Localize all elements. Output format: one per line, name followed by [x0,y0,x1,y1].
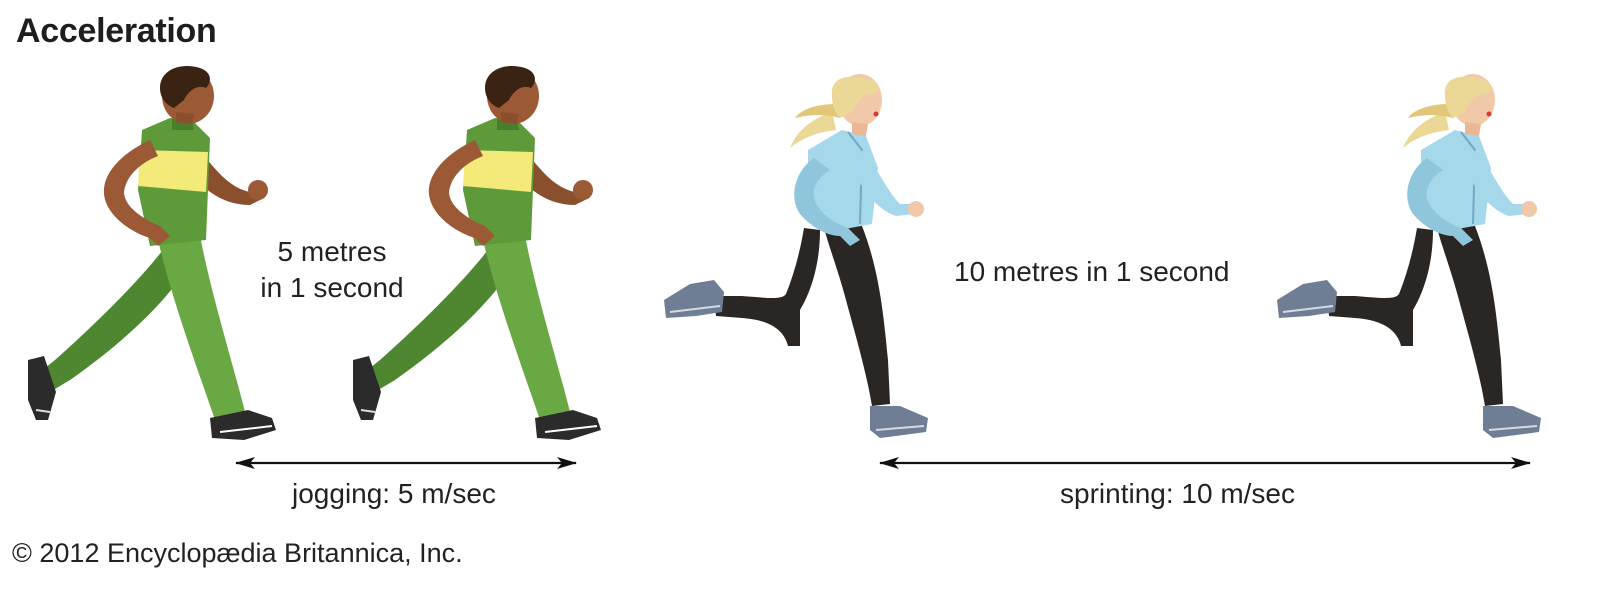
sprinter-figure-end [1276,73,1542,439]
sprinter-figure-start [663,73,929,439]
jogging-distance-label: 5 metres in 1 second [232,236,432,304]
copyright-notice: © 2012 Encyclopædia Britannica, Inc. [12,538,463,568]
sprinting-distance-label: 10 metres in 1 second [954,256,1230,287]
jogging-distance-line2: in 1 second [260,272,404,303]
figure-title: Acceleration [16,12,217,50]
jogging-speed-label: jogging: 5 m/sec [292,478,496,509]
sprinting-speed-label: sprinting: 10 m/sec [1060,478,1295,509]
jogging-distance-line1: 5 metres [277,236,387,267]
